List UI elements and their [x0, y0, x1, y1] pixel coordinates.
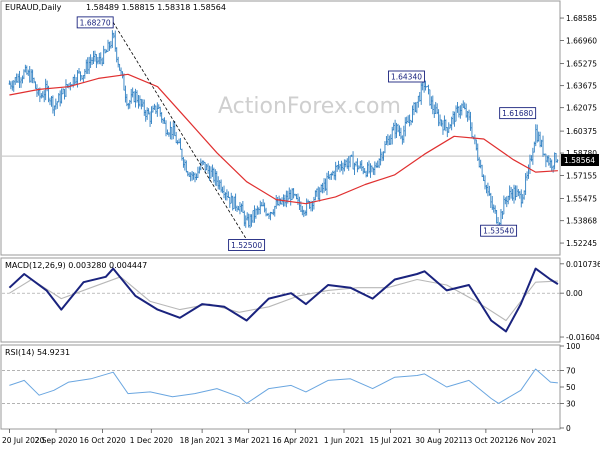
y-tick-label: 0.010736 — [566, 260, 600, 269]
y-tick-label: 1.62075 — [566, 104, 597, 113]
price-annotations: 1.68270 1.52500 1.64340 1.61680 1.53540 — [76, 16, 537, 251]
y-tick-label: 0 — [566, 424, 571, 433]
y-tick-label: 100 — [566, 342, 581, 351]
x-tick-label: 13 Oct 2021 — [463, 436, 510, 445]
price-bars — [8, 30, 559, 231]
macd-lines — [8, 267, 559, 333]
annotation-label: 1.64340 — [391, 72, 422, 81]
y-tick-label: 70 — [566, 367, 576, 376]
y-tick-label: 1.53868 — [566, 217, 597, 226]
y-tick-label: 1.66960 — [566, 36, 597, 45]
rsi-grid — [2, 370, 560, 404]
price-panel — [0, 0, 561, 256]
annotation-box — [499, 107, 537, 120]
y-tick-label: 50 — [566, 383, 576, 392]
x-tick-label: 2 Sep 2020 — [35, 436, 78, 445]
y-tick-label: 30 — [566, 399, 576, 408]
x-tick-label: 18 Jan 2021 — [180, 436, 225, 445]
last-price-label: 1.58564 — [564, 156, 595, 165]
x-tick-label: 26 Nov 2021 — [508, 436, 556, 445]
annotation-box — [388, 70, 425, 83]
y-tick-label: 1.68585 — [566, 14, 597, 23]
annotation-box — [480, 224, 518, 237]
x-tick-label: 3 Mar 2021 — [227, 436, 270, 445]
y-tick-label: 1.52245 — [566, 239, 597, 248]
x-tick-label: 16 Apr 2021 — [272, 436, 319, 445]
macd-title: MACD(12,26,9) 0.003280 0.004447 — [5, 261, 147, 270]
annotation-label: 1.61680 — [502, 109, 533, 118]
watermark: ActionForex.com — [218, 94, 401, 119]
annotation-label: 1.53540 — [483, 227, 514, 236]
moving-average — [9, 73, 558, 205]
macd-panel — [0, 257, 561, 343]
x-tick-label: 20 Jul 2020 — [2, 436, 45, 445]
y-tick-label: 1.65275 — [566, 60, 597, 69]
rsi-lines — [9, 368, 558, 404]
y-tick-label: 0.00 — [566, 289, 583, 298]
last-price-box — [561, 154, 599, 166]
y-tick-label: -0.016046 — [566, 333, 600, 342]
rsi-y-axis: 100 70 50 30 0 — [560, 342, 581, 433]
annotation-box — [228, 239, 266, 251]
last-price-group: 1.58564 — [561, 154, 599, 166]
macd-signal-line — [9, 276, 558, 322]
y-tick-label: 1.57155 — [566, 171, 597, 180]
price-ohlc: 1.58489 1.58815 1.58318 1.58564 — [86, 3, 226, 12]
trendline-group — [112, 22, 247, 240]
y-tick-label: 1.63675 — [566, 82, 597, 91]
price-y-axis: 1.68585 1.66960 1.65275 1.63675 1.62075 1.603… — [560, 14, 597, 248]
x-tick-label: 16 Oct 2020 — [79, 436, 126, 445]
macd-line — [8, 267, 559, 333]
x-tick-label: 1 Jun 2021 — [324, 436, 365, 445]
moving-average-line — [9, 73, 558, 205]
x-tick-label: 30 Aug 2021 — [415, 436, 463, 445]
rsi-title: RSI(14) 54.9231 — [5, 348, 70, 357]
y-tick-label: 1.58780 — [566, 149, 597, 158]
annotation-label: 1.52500 — [231, 241, 262, 250]
annotation-label: 1.68270 — [80, 18, 111, 27]
macd-y-axis: 0.010736 0.00 -0.016046 — [560, 260, 600, 342]
x-tick-label: 15 Jul 2021 — [369, 436, 412, 445]
y-tick-label: 1.55475 — [566, 195, 597, 204]
price-title: EURAUD,Daily — [5, 3, 62, 12]
x-tick-label: 1 Dec 2020 — [130, 436, 173, 445]
y-tick-label: 1.60375 — [566, 127, 597, 136]
trendline — [112, 22, 247, 240]
annotation-box — [76, 16, 114, 29]
rsi-line — [9, 368, 558, 404]
